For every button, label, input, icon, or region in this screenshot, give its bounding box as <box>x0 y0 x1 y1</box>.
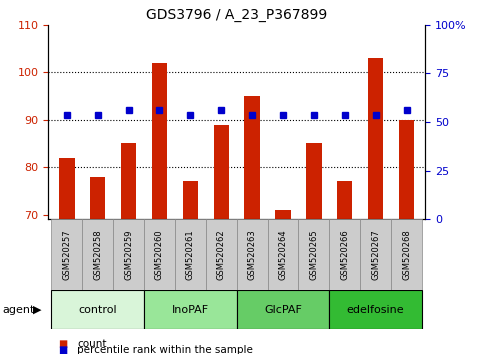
Text: GSM520265: GSM520265 <box>310 229 318 280</box>
Bar <box>399 120 414 354</box>
Bar <box>213 125 229 354</box>
Bar <box>337 182 353 354</box>
Text: GSM520259: GSM520259 <box>124 230 133 280</box>
Text: GSM520268: GSM520268 <box>402 229 411 280</box>
Bar <box>51 219 82 290</box>
Bar <box>275 210 291 354</box>
Text: percentile rank within the sample: percentile rank within the sample <box>77 346 253 354</box>
Bar <box>298 219 329 290</box>
Text: GSM520264: GSM520264 <box>279 229 287 280</box>
Bar <box>268 219 298 290</box>
Bar <box>360 219 391 290</box>
Text: agent: agent <box>2 305 35 315</box>
Text: GSM520267: GSM520267 <box>371 229 380 280</box>
Bar <box>206 219 237 290</box>
Bar <box>152 63 167 354</box>
Bar <box>121 143 136 354</box>
Text: GSM520261: GSM520261 <box>186 229 195 280</box>
Bar <box>306 143 322 354</box>
Bar <box>113 219 144 290</box>
Text: GSM520263: GSM520263 <box>248 229 256 280</box>
Bar <box>90 177 105 354</box>
Text: GSM520258: GSM520258 <box>93 229 102 280</box>
Text: ■: ■ <box>58 339 67 349</box>
Text: InoPAF: InoPAF <box>172 305 209 315</box>
Bar <box>175 219 206 290</box>
Bar <box>144 219 175 290</box>
Title: GDS3796 / A_23_P367899: GDS3796 / A_23_P367899 <box>146 8 327 22</box>
Text: control: control <box>78 305 117 315</box>
Bar <box>51 290 144 329</box>
Bar <box>237 219 268 290</box>
Bar <box>183 182 198 354</box>
Bar <box>329 290 422 329</box>
Text: ▶: ▶ <box>33 305 42 315</box>
Bar <box>244 96 260 354</box>
Bar <box>391 219 422 290</box>
Text: count: count <box>77 339 107 349</box>
Text: GSM520266: GSM520266 <box>340 229 349 280</box>
Text: GSM520260: GSM520260 <box>155 229 164 280</box>
Text: GlcPAF: GlcPAF <box>264 305 302 315</box>
Bar <box>144 290 237 329</box>
Text: GSM520257: GSM520257 <box>62 229 71 280</box>
Bar <box>368 58 384 354</box>
Text: GSM520262: GSM520262 <box>217 229 226 280</box>
Bar <box>237 290 329 329</box>
Bar <box>59 158 74 354</box>
Bar <box>82 219 113 290</box>
Bar <box>329 219 360 290</box>
Text: edelfosine: edelfosine <box>347 305 404 315</box>
Text: ■: ■ <box>58 346 67 354</box>
